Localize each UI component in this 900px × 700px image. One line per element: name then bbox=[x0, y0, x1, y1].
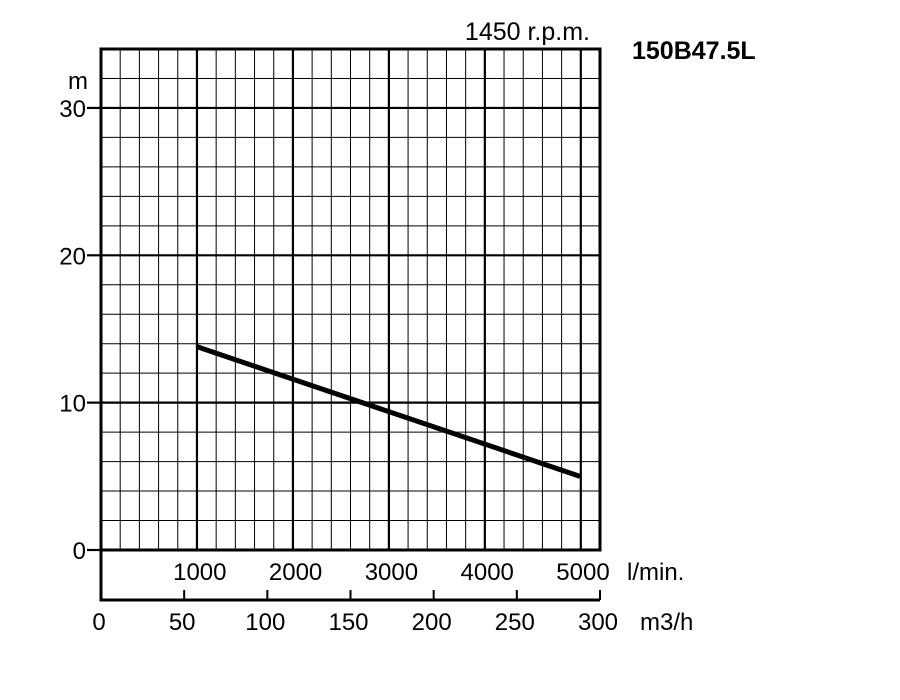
curve-layer bbox=[195, 344, 581, 479]
lmin-tick-label: 3000 bbox=[365, 559, 418, 586]
m3h-tick-label: 250 bbox=[495, 609, 535, 636]
grid bbox=[101, 49, 600, 550]
y-axis-unit-label: m bbox=[68, 68, 88, 95]
lmin-unit-label: l/min. bbox=[627, 559, 684, 586]
y-tick-label: 30 bbox=[59, 96, 86, 123]
rpm-label: 1450 r.p.m. bbox=[465, 18, 590, 46]
lmin-tick-label: 2000 bbox=[269, 559, 322, 586]
m3h-tick-label: 200 bbox=[412, 609, 452, 636]
head-curve-line bbox=[195, 344, 581, 479]
m3h-tick-label: 0 bbox=[92, 609, 105, 636]
y-tick-label: 0 bbox=[73, 538, 86, 565]
lmin-tick-label: 4000 bbox=[461, 559, 514, 586]
lmin-tick-label: 1000 bbox=[173, 559, 226, 586]
m3h-tick-label: 100 bbox=[245, 609, 285, 636]
plot-border bbox=[99, 47, 602, 552]
m3h-unit-label: m3/h bbox=[640, 609, 693, 636]
y-tick-label: 10 bbox=[59, 391, 86, 418]
m3h-tick-label: 50 bbox=[169, 609, 196, 636]
y-tick-label: 20 bbox=[59, 243, 86, 270]
lmin-tick-label: 5000 bbox=[556, 559, 609, 586]
model-label: 150B47.5L bbox=[632, 37, 756, 65]
m3h-tick-label: 150 bbox=[328, 609, 368, 636]
plot-frame bbox=[87, 47, 602, 602]
m3h-tick-label: 300 bbox=[578, 609, 618, 636]
